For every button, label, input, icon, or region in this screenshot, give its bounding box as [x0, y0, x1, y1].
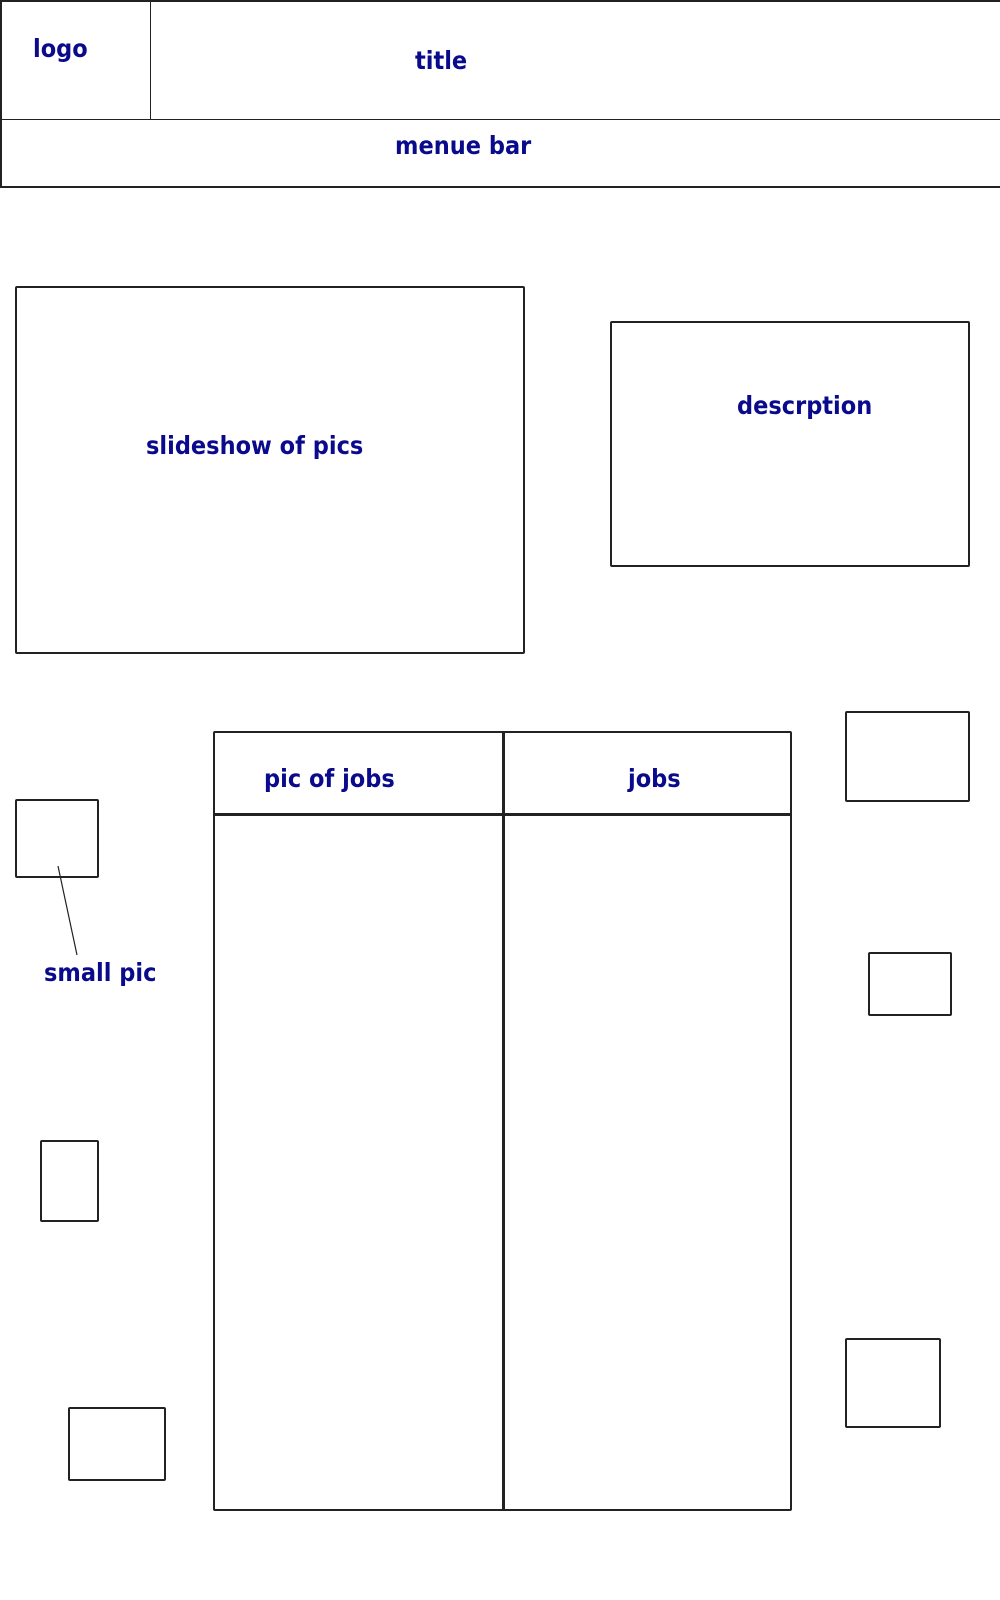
title-label: title: [415, 46, 468, 75]
slideshow-label: slideshow of pics: [146, 431, 364, 460]
logo-box: [0, 0, 153, 122]
jobs-table-col1-header: pic of jobs: [264, 764, 395, 793]
small-pic-left-3: [68, 1407, 166, 1481]
menu-bar: [0, 120, 1000, 188]
small-pic-right-3: [845, 1338, 941, 1428]
small-pic-label: small pic: [44, 958, 157, 987]
small-pic-right-1: [845, 711, 970, 802]
logo-label: logo: [33, 34, 88, 63]
slideshow-box: [15, 286, 525, 654]
small-pic-left-2: [40, 1140, 99, 1222]
small-pic-left-1: [15, 799, 99, 878]
description-box: [610, 321, 970, 567]
jobs-table-col2-header: jobs: [628, 764, 681, 793]
title-box: [151, 0, 1000, 122]
small-pic-right-2: [868, 952, 952, 1016]
menu-bar-label: menue bar: [395, 131, 532, 160]
description-label: descrption: [737, 391, 873, 420]
jobs-table-column-divider: [502, 731, 505, 1511]
